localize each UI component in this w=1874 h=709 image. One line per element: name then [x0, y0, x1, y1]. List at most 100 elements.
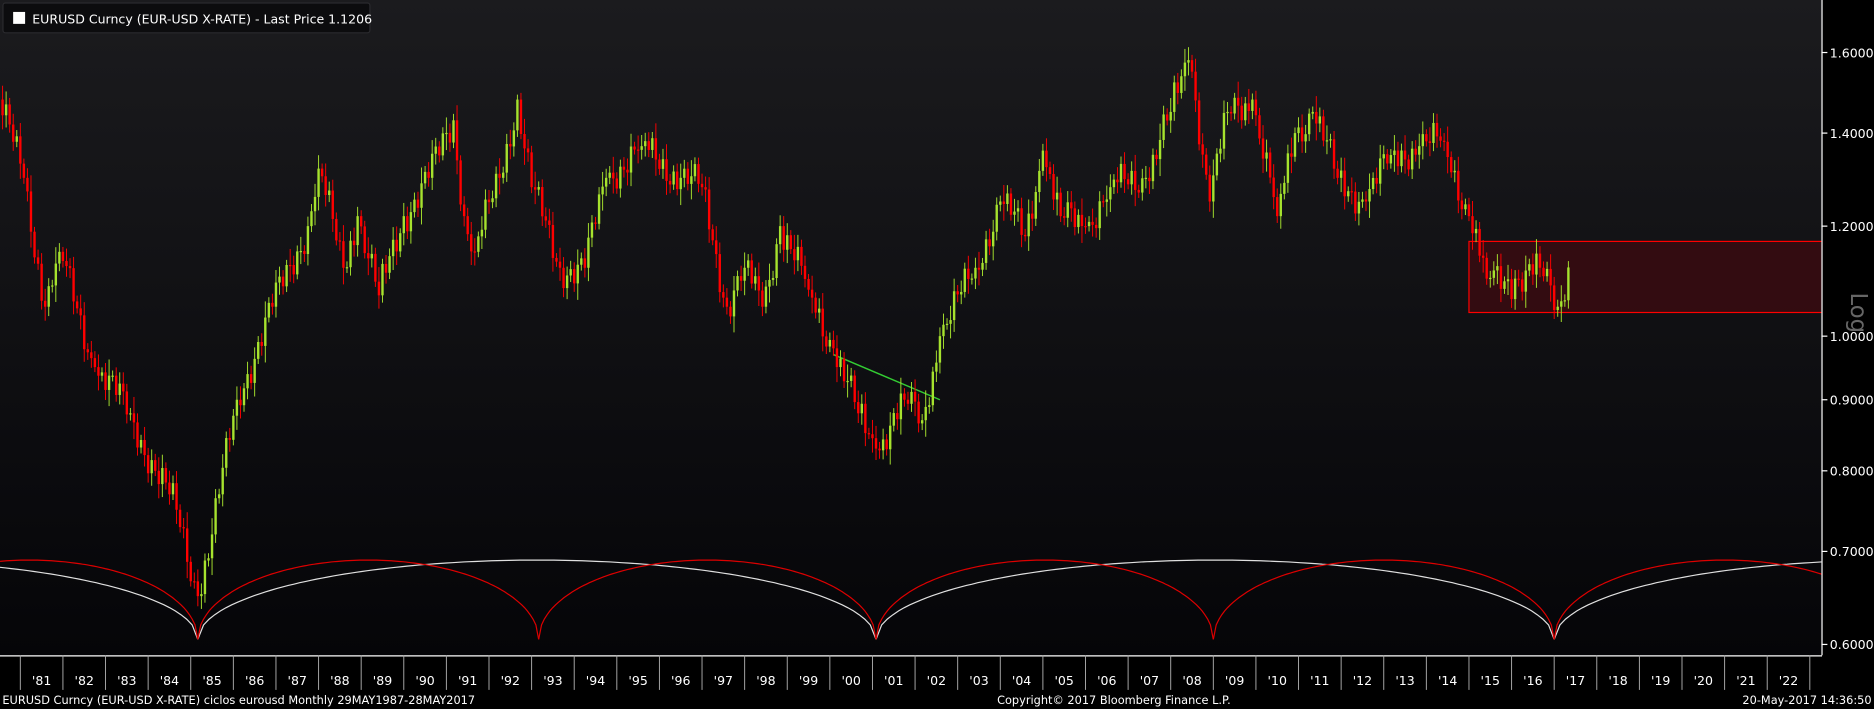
price-bar [342, 241, 345, 268]
price-bar [1094, 224, 1098, 229]
price-bar [274, 282, 278, 307]
price-bar [399, 233, 402, 252]
price-bar [1158, 139, 1162, 160]
price-bar [704, 187, 707, 190]
price-bar [132, 413, 136, 423]
price-bar [640, 146, 643, 150]
price-bar [1350, 191, 1353, 193]
price-bar [739, 276, 743, 281]
price-bar [899, 393, 903, 420]
price-bar [473, 251, 476, 253]
price-bar [509, 143, 512, 147]
price-bar [1073, 208, 1077, 228]
price-bar [352, 240, 356, 246]
price-bar [161, 468, 164, 485]
price-bar [367, 253, 370, 259]
price-bar [1538, 253, 1542, 268]
price-bar [1077, 214, 1080, 228]
price-bar [846, 380, 849, 383]
price-bar [207, 558, 210, 561]
price-bar [1208, 174, 1211, 202]
price-bar [668, 180, 672, 185]
price-bar [1194, 71, 1197, 101]
x-tick-label: '98 [756, 673, 775, 688]
price-bar [512, 130, 516, 147]
price-bar [1165, 114, 1169, 121]
price-bar [1212, 175, 1215, 202]
price-bar [260, 342, 263, 346]
price-bar [1286, 153, 1290, 183]
price-bar [111, 375, 114, 377]
price-bar [359, 216, 363, 227]
price-bar [83, 315, 86, 350]
x-tick-label: '02 [927, 673, 946, 688]
price-bar [1002, 201, 1006, 204]
price-bar [388, 256, 391, 273]
price-bar [1084, 226, 1087, 228]
price-bar [75, 301, 79, 309]
price-bar [257, 342, 260, 359]
price-bar [125, 391, 129, 415]
price-bar [1134, 170, 1137, 190]
price-bar [114, 375, 118, 395]
x-tick-label: '92 [501, 673, 520, 688]
price-bar [693, 164, 697, 177]
price-bar [72, 268, 75, 302]
price-bar [168, 482, 171, 495]
price-bar [143, 439, 146, 456]
price-bar [1148, 177, 1151, 182]
price-bar [935, 362, 938, 372]
price-bar [533, 187, 537, 190]
price-bar [1428, 141, 1432, 143]
price-bar [736, 276, 739, 291]
price-bar [530, 152, 533, 188]
price-bar [984, 239, 988, 263]
price-bar [97, 367, 100, 376]
x-tick-label: '94 [586, 673, 605, 688]
price-bar [427, 171, 430, 178]
price-bar [1247, 103, 1251, 111]
price-bar [416, 199, 420, 208]
x-tick-label: '83 [117, 673, 136, 688]
price-bar [278, 276, 281, 283]
x-tick-label: '09 [1225, 673, 1244, 688]
price-bar [1031, 213, 1034, 219]
price-bar [1386, 154, 1389, 164]
x-tick-label: '85 [202, 673, 221, 688]
price-bar [647, 141, 650, 150]
y-tick-label: 1.6000 [1830, 45, 1874, 60]
price-bar [672, 171, 675, 185]
price-bar [356, 216, 359, 246]
price-bar [107, 375, 111, 390]
price-bar [1109, 187, 1112, 200]
price-bar [1492, 270, 1496, 278]
x-tick-label: '12 [1353, 673, 1372, 688]
price-bar [1013, 211, 1016, 215]
x-axis: '81 '82 '83 '84 '85 '86 '87 '88 '89 '90 '91 '92 '93 '… [19, 655, 1811, 690]
price-bar [1023, 234, 1027, 237]
price-bar [1233, 97, 1236, 114]
price-bar [15, 136, 18, 142]
price-bar [1087, 221, 1091, 227]
price-bar [423, 171, 427, 184]
price-bar [917, 401, 920, 424]
price-bar [569, 269, 572, 276]
price-bar [1521, 279, 1524, 292]
price-bar [1059, 192, 1062, 217]
price-bar [406, 216, 409, 232]
price-bar [1215, 153, 1219, 176]
price-bar [878, 448, 881, 451]
price-bar [544, 216, 548, 221]
price-bar [931, 371, 935, 406]
x-tick-label: '90 [415, 673, 434, 688]
price-bar [445, 132, 448, 135]
plot-background [0, 0, 1822, 656]
price-bar [604, 177, 608, 187]
footer-description: EURUSD Curncy (EUR-USD X-RATE) ciclos eu… [2, 693, 475, 707]
price-bar [960, 291, 963, 295]
price-bar [1414, 148, 1417, 155]
price-bar [494, 173, 498, 199]
price-bar [967, 268, 970, 279]
price-bar [523, 133, 526, 149]
price-bar [746, 260, 750, 268]
